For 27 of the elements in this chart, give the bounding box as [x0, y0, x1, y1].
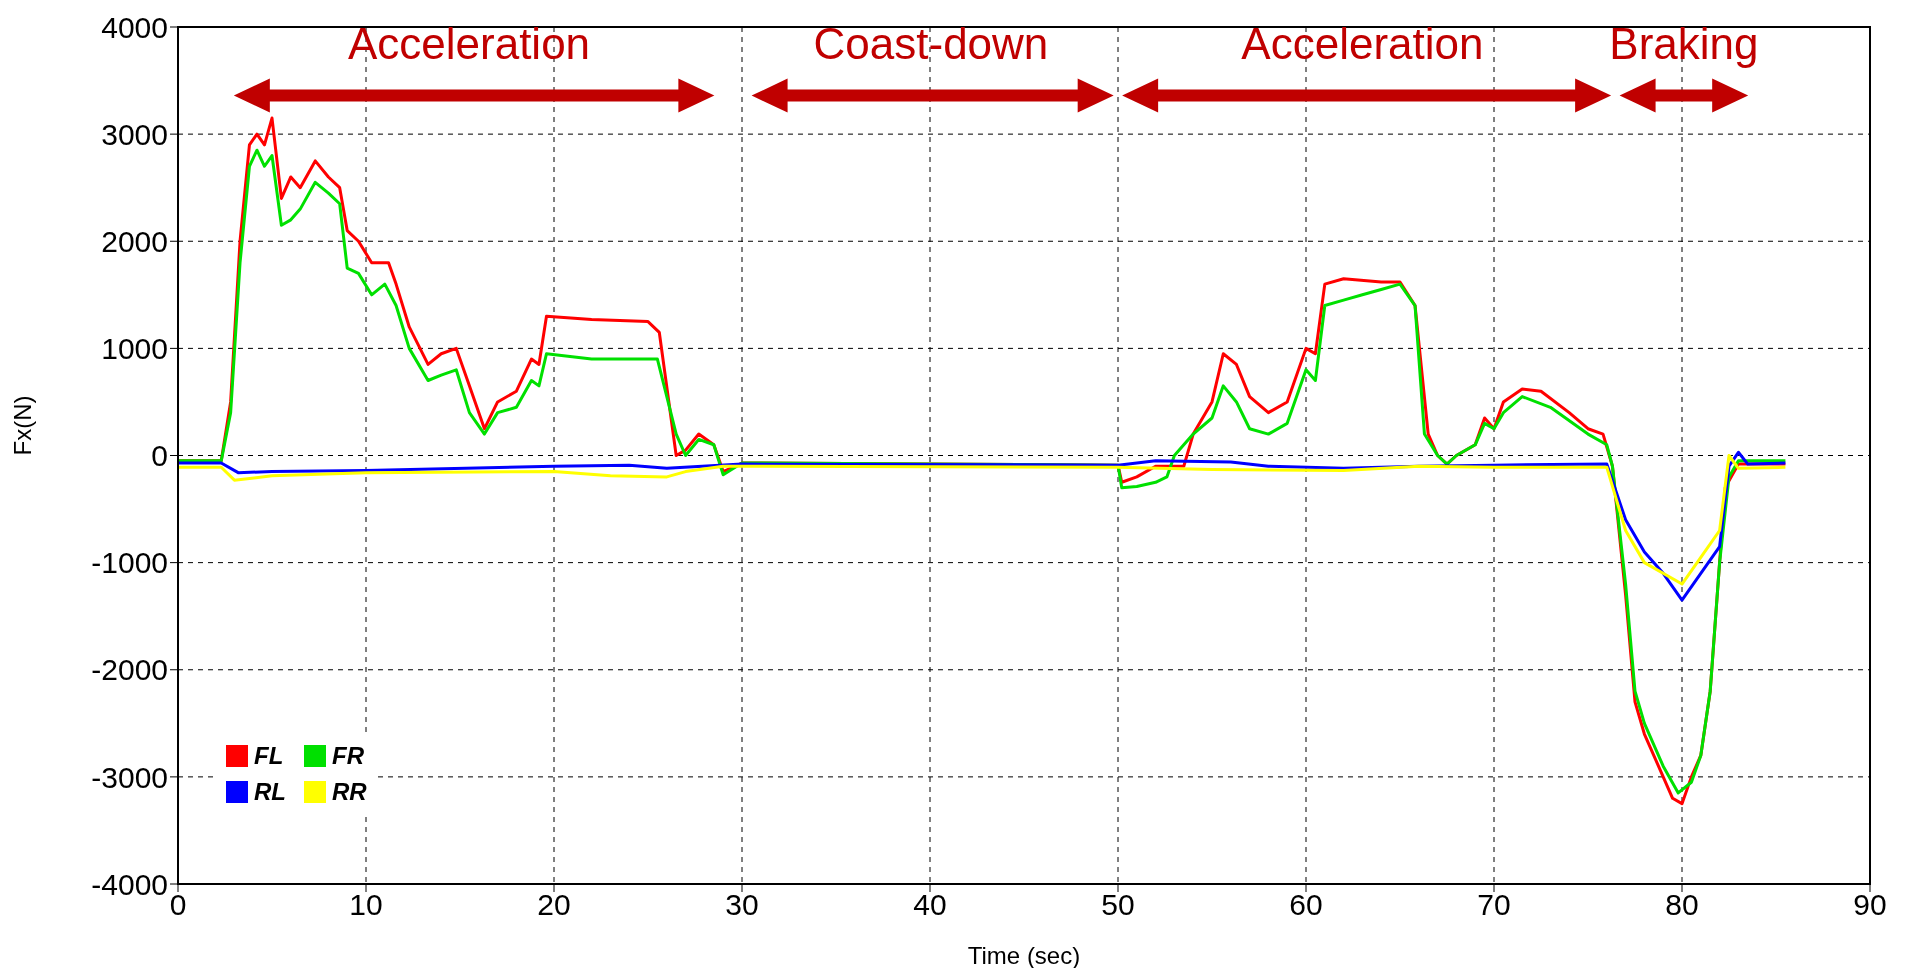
y-axis-title: Fx(N): [8, 395, 36, 456]
x-tick-label: 10: [349, 888, 383, 922]
annotation: Acceleration: [347, 18, 591, 68]
legend-label: FR: [332, 742, 364, 770]
x-tick-label: 90: [1853, 888, 1887, 922]
legend-label: RR: [332, 778, 367, 806]
x-tick-label: 20: [537, 888, 571, 922]
x-tick-label: 60: [1289, 888, 1323, 922]
y-tick-label: 0: [151, 439, 168, 473]
y-tick-label: 2000: [101, 224, 168, 258]
annotation: Acceleration: [1241, 18, 1484, 68]
x-tick-label: 80: [1665, 888, 1699, 922]
annotation: Braking: [1609, 18, 1759, 68]
annotation: Coast-down: [813, 18, 1049, 68]
legend-label: RL: [254, 778, 286, 806]
y-tick-label: 4000: [101, 10, 168, 44]
y-tick-label: -2000: [91, 653, 168, 687]
y-tick-label: 1000: [101, 332, 168, 366]
x-tick-label: 50: [1101, 888, 1135, 922]
x-tick-label: 70: [1477, 888, 1511, 922]
y-tick-label: -1000: [91, 546, 168, 580]
y-tick-label: -3000: [91, 760, 168, 794]
x-tick-label: 40: [913, 888, 947, 922]
legend-label: FL: [254, 742, 284, 770]
x-tick-label: 30: [725, 888, 759, 922]
y-tick-label: 3000: [101, 117, 168, 151]
y-tick-label: -4000: [91, 867, 168, 901]
